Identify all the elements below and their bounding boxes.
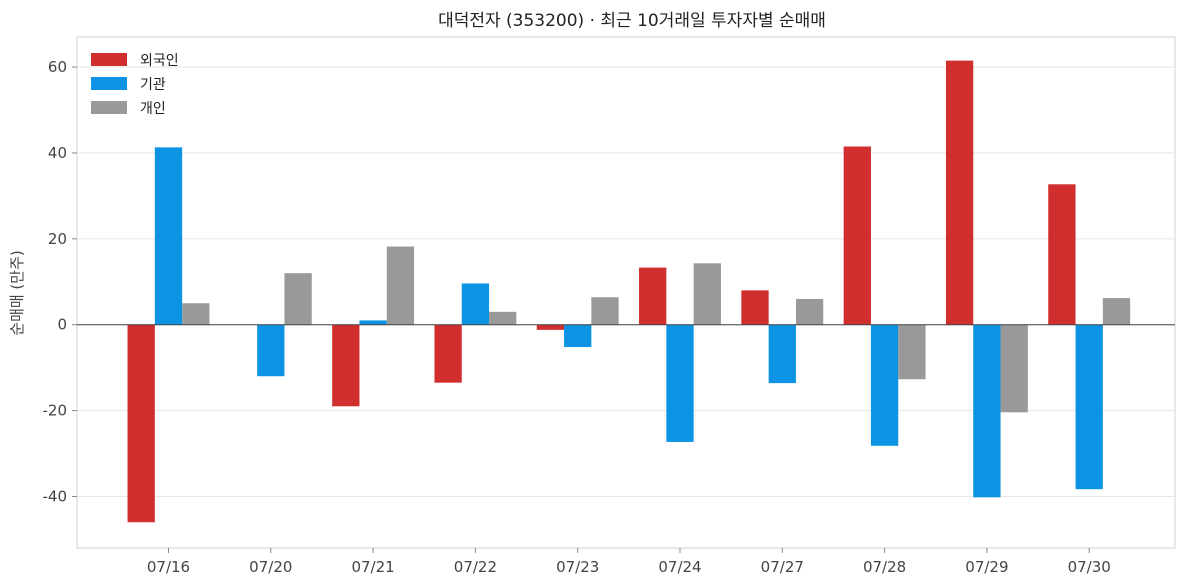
- x-tick-label: 07/30: [1068, 558, 1111, 576]
- bar-individual: [386, 246, 415, 325]
- legend-swatch: [91, 101, 127, 114]
- bar-foreign: [127, 324, 155, 523]
- x-tick-label: 07/16: [147, 558, 190, 576]
- legend-swatch: [91, 53, 127, 66]
- bar-individual: [1102, 298, 1131, 325]
- bar-foreign: [639, 267, 667, 325]
- bar-individual: [591, 297, 619, 325]
- chart-title: 대덕전자 (353200) · 최근 10거래일 투자자별 순매매: [438, 11, 826, 31]
- bar-foreign: [434, 324, 462, 383]
- bar-institution: [973, 324, 1001, 498]
- bar-individual: [182, 303, 210, 325]
- legend-label: 외국인: [140, 53, 179, 69]
- y-axis-label: 순매매 (만주): [8, 250, 26, 335]
- x-tick-label: 07/29: [965, 558, 1008, 576]
- x-tick-label: 07/24: [658, 558, 701, 576]
- bar-individual: [898, 324, 926, 380]
- bar-institution: [870, 324, 899, 446]
- grid: [77, 66, 1175, 497]
- x-tick-label: 07/23: [556, 558, 599, 576]
- legend-swatch: [91, 77, 127, 90]
- plot-frame: [76, 36, 1176, 549]
- bar-individual: [489, 311, 517, 325]
- bar-foreign: [1048, 184, 1076, 325]
- y-tick-label: 0: [57, 316, 67, 334]
- legend-label: 기관: [140, 77, 166, 93]
- bar-institution: [461, 283, 490, 325]
- bars: [127, 60, 1131, 523]
- bar-institution: [768, 324, 796, 384]
- bar-individual: [795, 298, 824, 325]
- bar-foreign: [332, 324, 360, 407]
- y-tick-label: 20: [48, 230, 67, 248]
- bar-individual: [693, 263, 721, 325]
- bar-institution: [564, 324, 592, 348]
- x-tick-label: 07/22: [454, 558, 497, 576]
- bar-foreign: [945, 60, 974, 325]
- y-tick-label: 60: [48, 58, 67, 76]
- x-tick-label: 07/27: [761, 558, 804, 576]
- bar-individual: [1000, 324, 1028, 413]
- bar-institution: [359, 320, 387, 325]
- legend-label: 개인: [140, 101, 166, 117]
- bar-institution: [154, 147, 183, 325]
- bar-institution: [257, 324, 285, 377]
- x-tick-label: 07/20: [249, 558, 292, 576]
- y-tick-label: -20: [43, 402, 68, 420]
- x-tick-label: 07/28: [863, 558, 906, 576]
- x-axis-ticks: 07/16 07/20 07/21 07/22 07/23 07/24 07/27 07/28…: [147, 548, 1111, 576]
- y-tick-label: -40: [43, 487, 68, 505]
- bar-individual: [284, 273, 312, 325]
- y-axis-ticks: -40 -20 0 20 40 60: [43, 58, 77, 505]
- bar-foreign: [536, 324, 565, 330]
- y-tick-label: 40: [48, 144, 67, 162]
- bar-institution: [1075, 324, 1103, 490]
- x-tick-label: 07/21: [351, 558, 394, 576]
- bar-institution: [666, 324, 694, 442]
- bar-foreign: [741, 290, 769, 325]
- bar-foreign: [843, 146, 871, 325]
